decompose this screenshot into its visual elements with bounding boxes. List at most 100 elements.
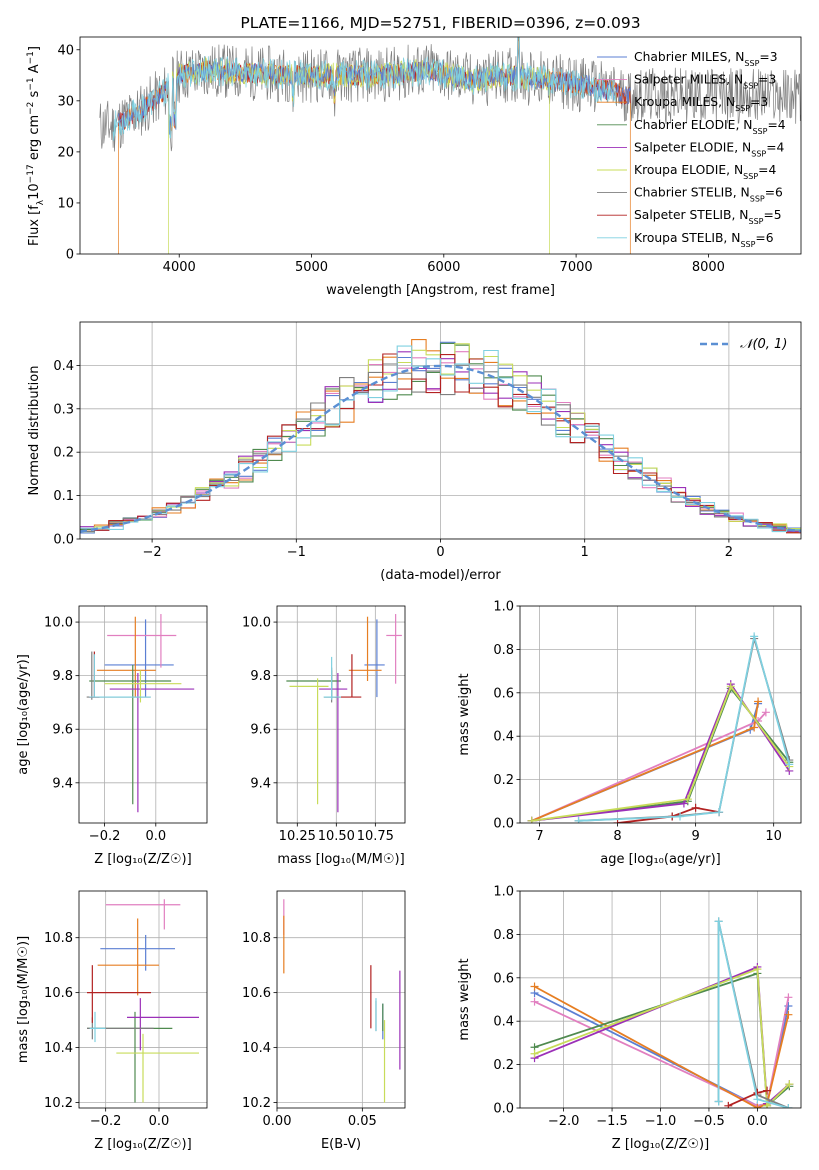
legend-label: Chabrier MILES, NSSP=3 <box>634 50 778 68</box>
legend-label-main: Salpeter MILES, N <box>634 73 743 87</box>
y-tick-label: 0.0 <box>493 1102 514 1117</box>
y-tick-label: 10.4 <box>242 1041 271 1056</box>
y-tick-label: 1.0 <box>493 885 514 900</box>
legend-label-sub: SSP <box>751 149 766 158</box>
y-tick-label: 10.6 <box>242 986 271 1001</box>
y-tick-label: 10.0 <box>242 616 271 631</box>
axes-frame <box>78 605 208 824</box>
legend-label-main: Chabrier ELODIE, N <box>634 118 752 132</box>
y-tick-label: 9.6 <box>52 723 73 738</box>
model-line-elodie-kroupa <box>168 37 550 254</box>
y-axis-label-part: 10 <box>27 183 42 200</box>
axes-frame <box>276 890 406 1109</box>
legend-label-tail: =4 <box>758 163 776 177</box>
weight-series-line <box>531 703 759 822</box>
legend-label-tail: =3 <box>758 73 776 87</box>
weight-point <box>785 1080 794 1089</box>
x-tick-label: 0.0 <box>747 1114 768 1129</box>
x-tick-label: 10.50 <box>318 829 355 844</box>
weight-series-line <box>717 921 789 1108</box>
y-tick-label: 0.0 <box>493 817 514 832</box>
weight-point <box>754 697 763 706</box>
spectrum-data-line <box>99 40 801 152</box>
y-tick-label: 20 <box>57 145 74 160</box>
plot-area-residuals <box>80 322 801 539</box>
y-axis-label-part: A <box>27 64 42 77</box>
x-axis-label: Z [log₁₀(Z/Z☉)] <box>94 852 191 867</box>
plot-area-weight-Z <box>520 891 801 1108</box>
y-axis-label-part: ] <box>27 46 42 51</box>
weight-series-line <box>534 967 791 1108</box>
panel-mass-ebv: 0.00 0.05 10.2 10.4 10.6 10.8 <box>242 890 406 1129</box>
y-tick-label: 40 <box>57 43 74 58</box>
panel-age-mass: 10.25 10.50 10.75 9.4 9.6 9.8 10.0 <box>242 605 406 844</box>
legend-label: Salpeter MILES, NSSP=3 <box>634 73 776 91</box>
x-tick-label: 10.25 <box>279 829 316 844</box>
legend-label-tail: =3 <box>759 50 777 64</box>
weight-point <box>763 1086 772 1095</box>
y-tick-label: 10.6 <box>44 986 73 1001</box>
plot-area-mass-Z <box>79 891 207 1108</box>
panel-spectrum: 4000 5000 6000 7000 8000 0 10 20 30 40 <box>57 36 802 275</box>
model-line-miles-chabrier <box>118 37 631 135</box>
weight-point <box>715 808 724 817</box>
x-tick-label: 2 <box>725 545 733 560</box>
y-tick-label: 0.1 <box>53 489 74 504</box>
axes-frame <box>79 36 802 255</box>
weight-point <box>613 819 622 823</box>
y-axis-label: mass [log₁₀(M/M☉)] <box>16 936 31 1063</box>
legend-label-tail: =6 <box>765 186 783 200</box>
weight-point <box>785 760 794 769</box>
x-tick-label: 8 <box>613 829 621 844</box>
weight-point <box>750 723 759 732</box>
y-tick-label: 0.2 <box>493 773 514 788</box>
weight-series-line <box>531 701 759 822</box>
model-line-stelib-kroupa <box>112 37 617 141</box>
x-axis-label: Z [log₁₀(Z/Z☉)] <box>612 1137 709 1152</box>
y-tick-label: 10.2 <box>242 1096 271 1111</box>
legend-label-main: Kroupa ELODIE, N <box>634 163 743 177</box>
y-tick-label: 10.8 <box>242 931 271 946</box>
weight-point <box>530 1049 539 1058</box>
axes-frame <box>519 890 802 1109</box>
plot-area-spectrum <box>99 37 801 254</box>
legend-label-sub: SSP <box>743 81 758 90</box>
y-tick-label: 9.8 <box>52 669 73 684</box>
legend-label-tail: =4 <box>767 118 785 132</box>
x-tick-label: 5000 <box>295 260 328 275</box>
weight-point <box>753 1104 762 1108</box>
y-axis-label-part: −1 <box>26 51 36 64</box>
x-tick-label: 9 <box>691 829 699 844</box>
y-tick-label: 0.2 <box>53 446 74 461</box>
axes-frame <box>276 605 406 824</box>
legend-label-tail: =4 <box>766 140 784 154</box>
y-axis-label-part: s <box>27 90 42 101</box>
y-tick-label: 0.4 <box>493 1015 514 1030</box>
legend-label-sub: SSP <box>740 239 755 248</box>
x-axis-label: wavelength [Angstrom, rest frame] <box>326 283 555 298</box>
weight-point <box>676 812 685 821</box>
legend-label-sub: SSP <box>750 194 765 203</box>
y-axis-label: Flux [fλ10−17 erg cm−2 s−1 A−1] <box>26 46 46 246</box>
x-axis-label: mass [log₁₀(M/M☉)] <box>277 852 404 867</box>
weight-series-line <box>534 985 790 1108</box>
legend-label-sub: SSP <box>735 104 750 113</box>
x-tick-label: 0.0 <box>149 1114 170 1129</box>
legend-label-main: Salpeter ELODIE, N <box>634 140 751 154</box>
legend-label-tail: =3 <box>750 95 768 109</box>
weight-point <box>714 1097 723 1106</box>
weight-point <box>679 799 688 808</box>
x-tick-label: 10 <box>765 829 782 844</box>
x-tick-label: 0.0 <box>145 829 166 844</box>
y-axis-label-part: −2 <box>26 102 36 115</box>
weight-point <box>527 816 536 823</box>
legend-label-main: Kroupa STELIB, N <box>634 231 740 245</box>
panel-residuals: −2 −1 0 1 2 0.0 0.1 0.2 0.3 0.4 <box>53 321 802 560</box>
x-tick-label: 0.05 <box>348 1114 377 1129</box>
y-tick-label: 1.0 <box>493 600 514 615</box>
y-tick-label: 10.0 <box>44 616 73 631</box>
weight-point <box>724 1101 733 1108</box>
y-tick-label: 0.3 <box>53 402 74 417</box>
legend-label-sub: SSP <box>743 172 758 181</box>
